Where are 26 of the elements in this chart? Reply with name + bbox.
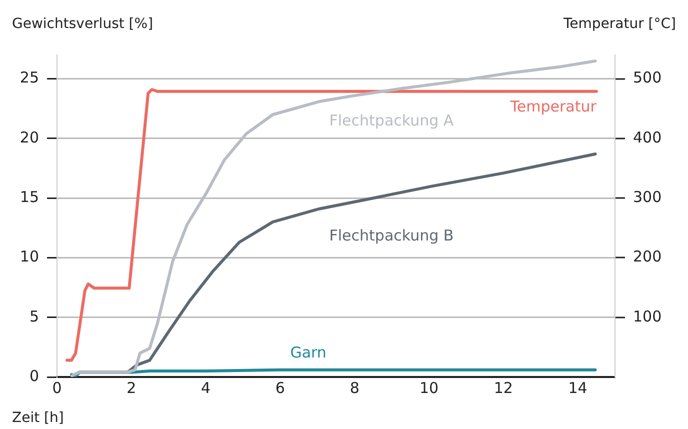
series-label: Temperatur — [509, 97, 598, 116]
x-tick-label: 14 — [568, 378, 588, 397]
y-tick-label: 10 — [20, 248, 39, 266]
series-label: Flechtpackung B — [329, 226, 454, 245]
y2-tick-label: 400 — [633, 128, 662, 146]
x-tick-label: 8 — [350, 378, 360, 397]
y2-axis-title: Temperatur [°C] — [562, 16, 676, 32]
x-axis-title: Zeit [h] — [12, 410, 64, 426]
x-tick-label: 6 — [275, 378, 285, 397]
y2-tick-label: 300 — [633, 188, 662, 206]
y-tick-label: 0 — [29, 366, 39, 385]
y-tick-label: 5 — [29, 307, 39, 326]
y-tick-label: 25 — [20, 68, 39, 87]
y2-tick-label: 200 — [633, 248, 662, 266]
y2-tick-label: 100 — [633, 307, 662, 326]
y2-tick-label: 500 — [633, 68, 662, 87]
series-label: Flechtpackung A — [329, 111, 454, 130]
series-label: Garn — [290, 344, 326, 362]
x-tick-label: 2 — [126, 378, 136, 397]
y-tick-label: 20 — [20, 128, 39, 146]
x-tick-label: 0 — [52, 378, 62, 397]
x-tick-label: 10 — [419, 378, 439, 397]
y-axis-title: Gewichtsverlust [%] — [12, 16, 154, 32]
x-tick-label: 4 — [201, 378, 211, 397]
x-tick-label: 12 — [494, 378, 513, 397]
y-tick-label: 15 — [20, 188, 39, 206]
